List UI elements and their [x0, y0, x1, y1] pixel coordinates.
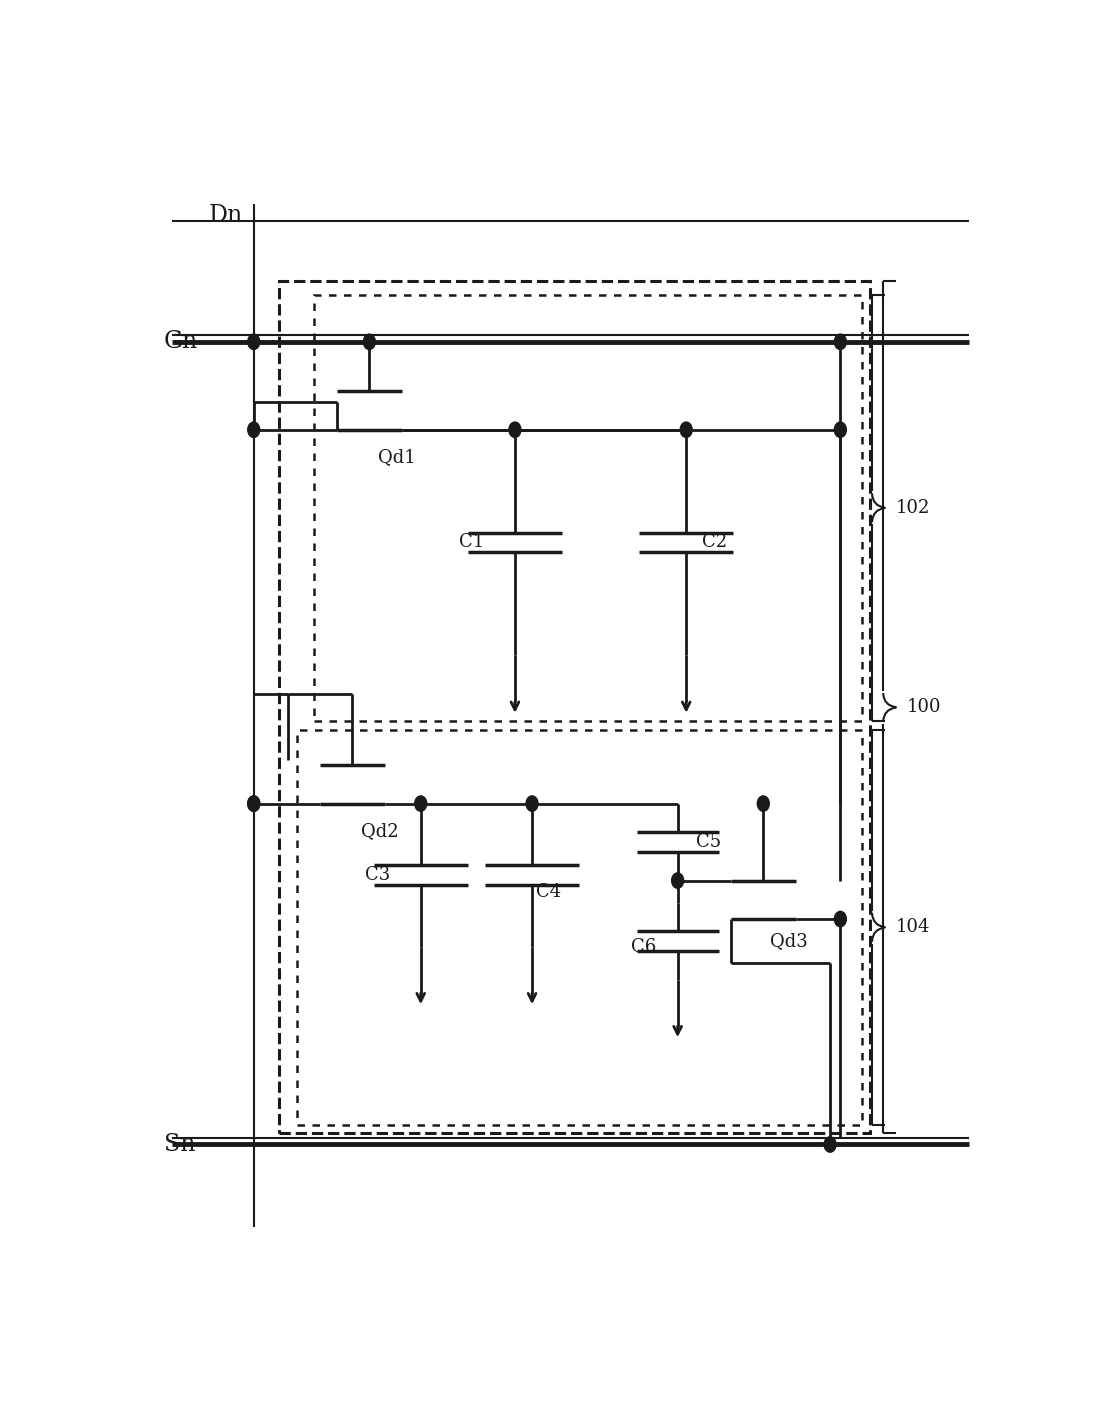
- Text: 102: 102: [896, 498, 930, 517]
- Circle shape: [248, 795, 260, 811]
- Text: Qd1: Qd1: [378, 448, 415, 467]
- Text: 104: 104: [896, 918, 930, 937]
- Circle shape: [672, 873, 684, 888]
- Text: C3: C3: [365, 865, 390, 884]
- Circle shape: [509, 423, 520, 437]
- Text: Qd3: Qd3: [770, 932, 808, 950]
- Circle shape: [248, 795, 260, 811]
- Circle shape: [364, 334, 376, 350]
- Text: Qd2: Qd2: [360, 823, 399, 840]
- Bar: [280, 281, 871, 1134]
- Text: C6: C6: [631, 938, 655, 955]
- Text: C4: C4: [536, 883, 561, 901]
- Text: C1: C1: [460, 534, 484, 551]
- Text: Sn: Sn: [164, 1132, 196, 1157]
- Text: Gn: Gn: [164, 330, 198, 353]
- Circle shape: [526, 795, 538, 811]
- Text: 100: 100: [907, 698, 941, 717]
- Text: C2: C2: [702, 534, 727, 551]
- Circle shape: [757, 795, 769, 811]
- Text: Dn: Dn: [209, 204, 243, 227]
- Circle shape: [414, 795, 427, 811]
- Circle shape: [834, 911, 846, 927]
- Circle shape: [681, 423, 692, 437]
- Circle shape: [824, 1137, 836, 1152]
- Bar: [296, 730, 862, 1125]
- Circle shape: [834, 334, 846, 350]
- Circle shape: [248, 423, 260, 437]
- Circle shape: [834, 423, 846, 437]
- Text: C5: C5: [696, 833, 722, 851]
- Bar: [314, 294, 862, 721]
- Circle shape: [248, 334, 260, 350]
